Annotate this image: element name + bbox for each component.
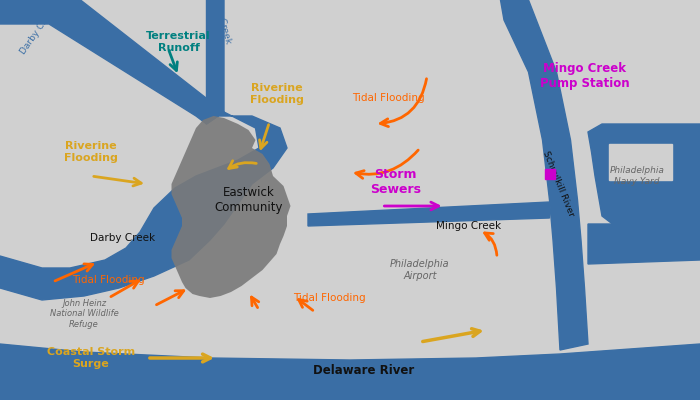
Text: Darby Creek: Darby Creek bbox=[19, 4, 58, 56]
Text: Coastal Storm
Surge: Coastal Storm Surge bbox=[47, 347, 135, 369]
Polygon shape bbox=[500, 0, 588, 350]
Text: Cobbs Creek: Cobbs Creek bbox=[209, 0, 232, 45]
Text: Tidal Flooding: Tidal Flooding bbox=[72, 275, 145, 285]
Text: Storm
Sewers: Storm Sewers bbox=[370, 168, 421, 196]
Text: Terrestrial
Runoff: Terrestrial Runoff bbox=[146, 31, 211, 53]
Polygon shape bbox=[172, 116, 290, 298]
Polygon shape bbox=[206, 0, 224, 124]
Polygon shape bbox=[0, 112, 287, 300]
Text: Tidal Flooding: Tidal Flooding bbox=[352, 93, 425, 103]
Text: Delaware River: Delaware River bbox=[314, 364, 414, 376]
Text: Mingo Creek: Mingo Creek bbox=[436, 221, 502, 231]
Text: John Heinz
National Wildlife
Refuge: John Heinz National Wildlife Refuge bbox=[50, 299, 118, 329]
Polygon shape bbox=[588, 224, 700, 264]
Polygon shape bbox=[588, 124, 700, 224]
Text: Riverine
Flooding: Riverine Flooding bbox=[250, 83, 303, 105]
Text: Riverine
Flooding: Riverine Flooding bbox=[64, 141, 118, 163]
Text: Eastwick
Community: Eastwick Community bbox=[214, 186, 283, 214]
Polygon shape bbox=[0, 0, 224, 124]
Polygon shape bbox=[609, 144, 672, 180]
Polygon shape bbox=[0, 344, 700, 400]
Polygon shape bbox=[308, 202, 550, 226]
Text: Philadelphia
Airport: Philadelphia Airport bbox=[390, 259, 450, 281]
Text: Philadelphia
Navy Yard: Philadelphia Navy Yard bbox=[610, 166, 664, 186]
Text: Darby Creek: Darby Creek bbox=[90, 233, 155, 243]
Text: Schuylkill River: Schuylkill River bbox=[540, 150, 575, 218]
Text: Mingo Creek
Pump Station: Mingo Creek Pump Station bbox=[540, 62, 629, 90]
Text: Tidal Flooding: Tidal Flooding bbox=[293, 293, 365, 303]
